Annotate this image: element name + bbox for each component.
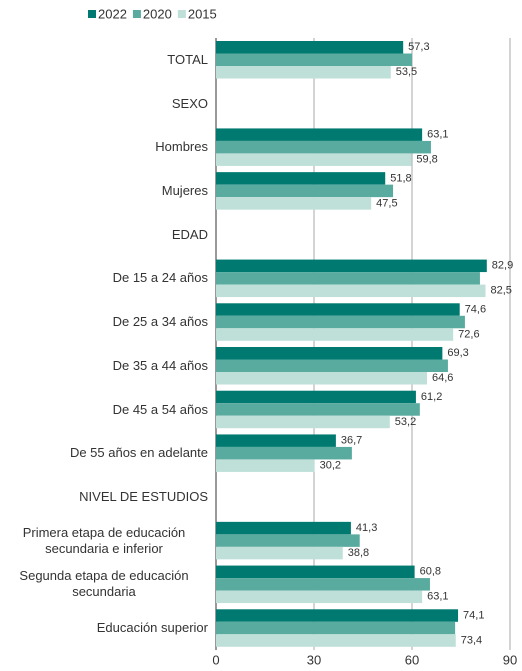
value-label: 61,2 — [421, 391, 442, 403]
legend-label: 2015 — [188, 6, 217, 21]
x-tick-label: 90 — [503, 652, 517, 667]
value-label: 57,3 — [408, 41, 429, 53]
category-label: Mujeres — [0, 183, 208, 199]
value-label: 41,3 — [356, 522, 377, 534]
bar — [216, 41, 404, 54]
value-label: 74,1 — [463, 609, 484, 621]
bar — [216, 546, 343, 560]
value-label: 51,8 — [390, 172, 411, 184]
bar — [216, 534, 360, 547]
value-label: 59,8 — [416, 154, 437, 166]
bar — [216, 590, 423, 604]
category-text: Hombres — [155, 139, 208, 155]
bar — [216, 578, 430, 591]
category-label: De 15 a 24 años — [0, 270, 208, 286]
value-label: 74,6 — [465, 303, 486, 315]
category-label: De 25 a 34 años — [0, 314, 208, 330]
x-tick-label: 30 — [307, 652, 321, 667]
category-text: De 25 a 34 años — [112, 314, 208, 330]
value-label: 72,6 — [458, 328, 479, 340]
category-label: Segunda etapa de educación secundaria — [0, 568, 208, 600]
bar — [216, 66, 391, 79]
category-text: De 15 a 24 años — [112, 270, 208, 286]
bar — [216, 634, 456, 647]
category-text: Educación superior — [96, 620, 208, 636]
category-text: SEXO — [171, 95, 208, 111]
category-text: TOTAL — [167, 51, 208, 67]
bar — [216, 434, 336, 447]
category-text: NIVEL DE ESTUDIOS — [79, 489, 208, 504]
bar — [216, 459, 315, 472]
bar — [216, 172, 386, 185]
bar — [216, 272, 480, 285]
category-label: Educación superior — [0, 620, 208, 636]
value-label: 82,9 — [492, 260, 513, 272]
value-label: 69,3 — [447, 347, 468, 359]
value-label: 53,2 — [395, 416, 416, 428]
category-text: De 45 a 54 años — [112, 401, 208, 417]
value-label: 36,7 — [341, 435, 362, 447]
bar — [216, 315, 465, 329]
category-label: De 45 a 54 años — [0, 402, 208, 418]
value-label: 47,5 — [376, 197, 397, 209]
bar — [216, 390, 416, 404]
category-text: EDAD — [171, 226, 208, 242]
bar — [216, 403, 420, 416]
category-label: De 35 a 44 años — [0, 358, 208, 374]
value-label: 53,5 — [396, 66, 417, 78]
bar — [216, 565, 415, 579]
bar — [216, 446, 352, 460]
bar — [216, 303, 460, 316]
value-label: 82,5 — [491, 285, 512, 297]
x-tick-label: 0 — [212, 652, 219, 667]
value-label: 60,8 — [420, 566, 441, 578]
bar — [216, 140, 431, 154]
bar — [216, 128, 423, 141]
bar — [216, 184, 394, 198]
category-label: TOTAL — [0, 52, 208, 68]
bar — [216, 609, 459, 622]
bar — [216, 328, 454, 341]
bar — [216, 621, 456, 635]
legend-swatch — [132, 10, 141, 18]
category-text: De 35 a 44 años — [112, 357, 208, 373]
bar — [216, 284, 486, 298]
x-tick-label: 60 — [405, 652, 419, 667]
value-label: 64,6 — [432, 372, 453, 384]
category-label: Primera etapa de educación secundaria e … — [0, 525, 208, 557]
value-label: 30,2 — [320, 460, 341, 472]
legend-swatch — [88, 10, 96, 18]
legend-swatch — [177, 10, 186, 18]
bar — [216, 197, 372, 210]
category-label: SEXO — [0, 96, 208, 112]
bar — [216, 347, 443, 360]
category-text: Primera etapa de educación secundaria e … — [22, 524, 186, 556]
category-label: De 55 años en adelante — [0, 445, 208, 461]
value-label: 63,1 — [427, 129, 448, 141]
value-label: 73,4 — [461, 634, 482, 646]
bar — [216, 359, 448, 372]
legend-label: 2020 — [143, 6, 172, 21]
value-label: 63,1 — [427, 591, 448, 603]
bar — [216, 259, 487, 273]
bar — [216, 521, 351, 535]
bar — [216, 153, 412, 166]
bar — [216, 372, 428, 385]
category-text: De 55 años en adelante — [69, 445, 208, 461]
legend-label: 2022 — [98, 6, 127, 21]
bar — [216, 53, 412, 66]
bar — [216, 415, 390, 429]
value-label: 38,8 — [348, 547, 369, 559]
category-label: EDAD — [0, 227, 208, 243]
category-label: Hombres — [0, 139, 208, 155]
category-text: Mujeres — [161, 183, 208, 198]
category-text: Segunda etapa de educación secundaria — [19, 568, 189, 600]
category-label: NIVEL DE ESTUDIOS — [0, 489, 208, 505]
